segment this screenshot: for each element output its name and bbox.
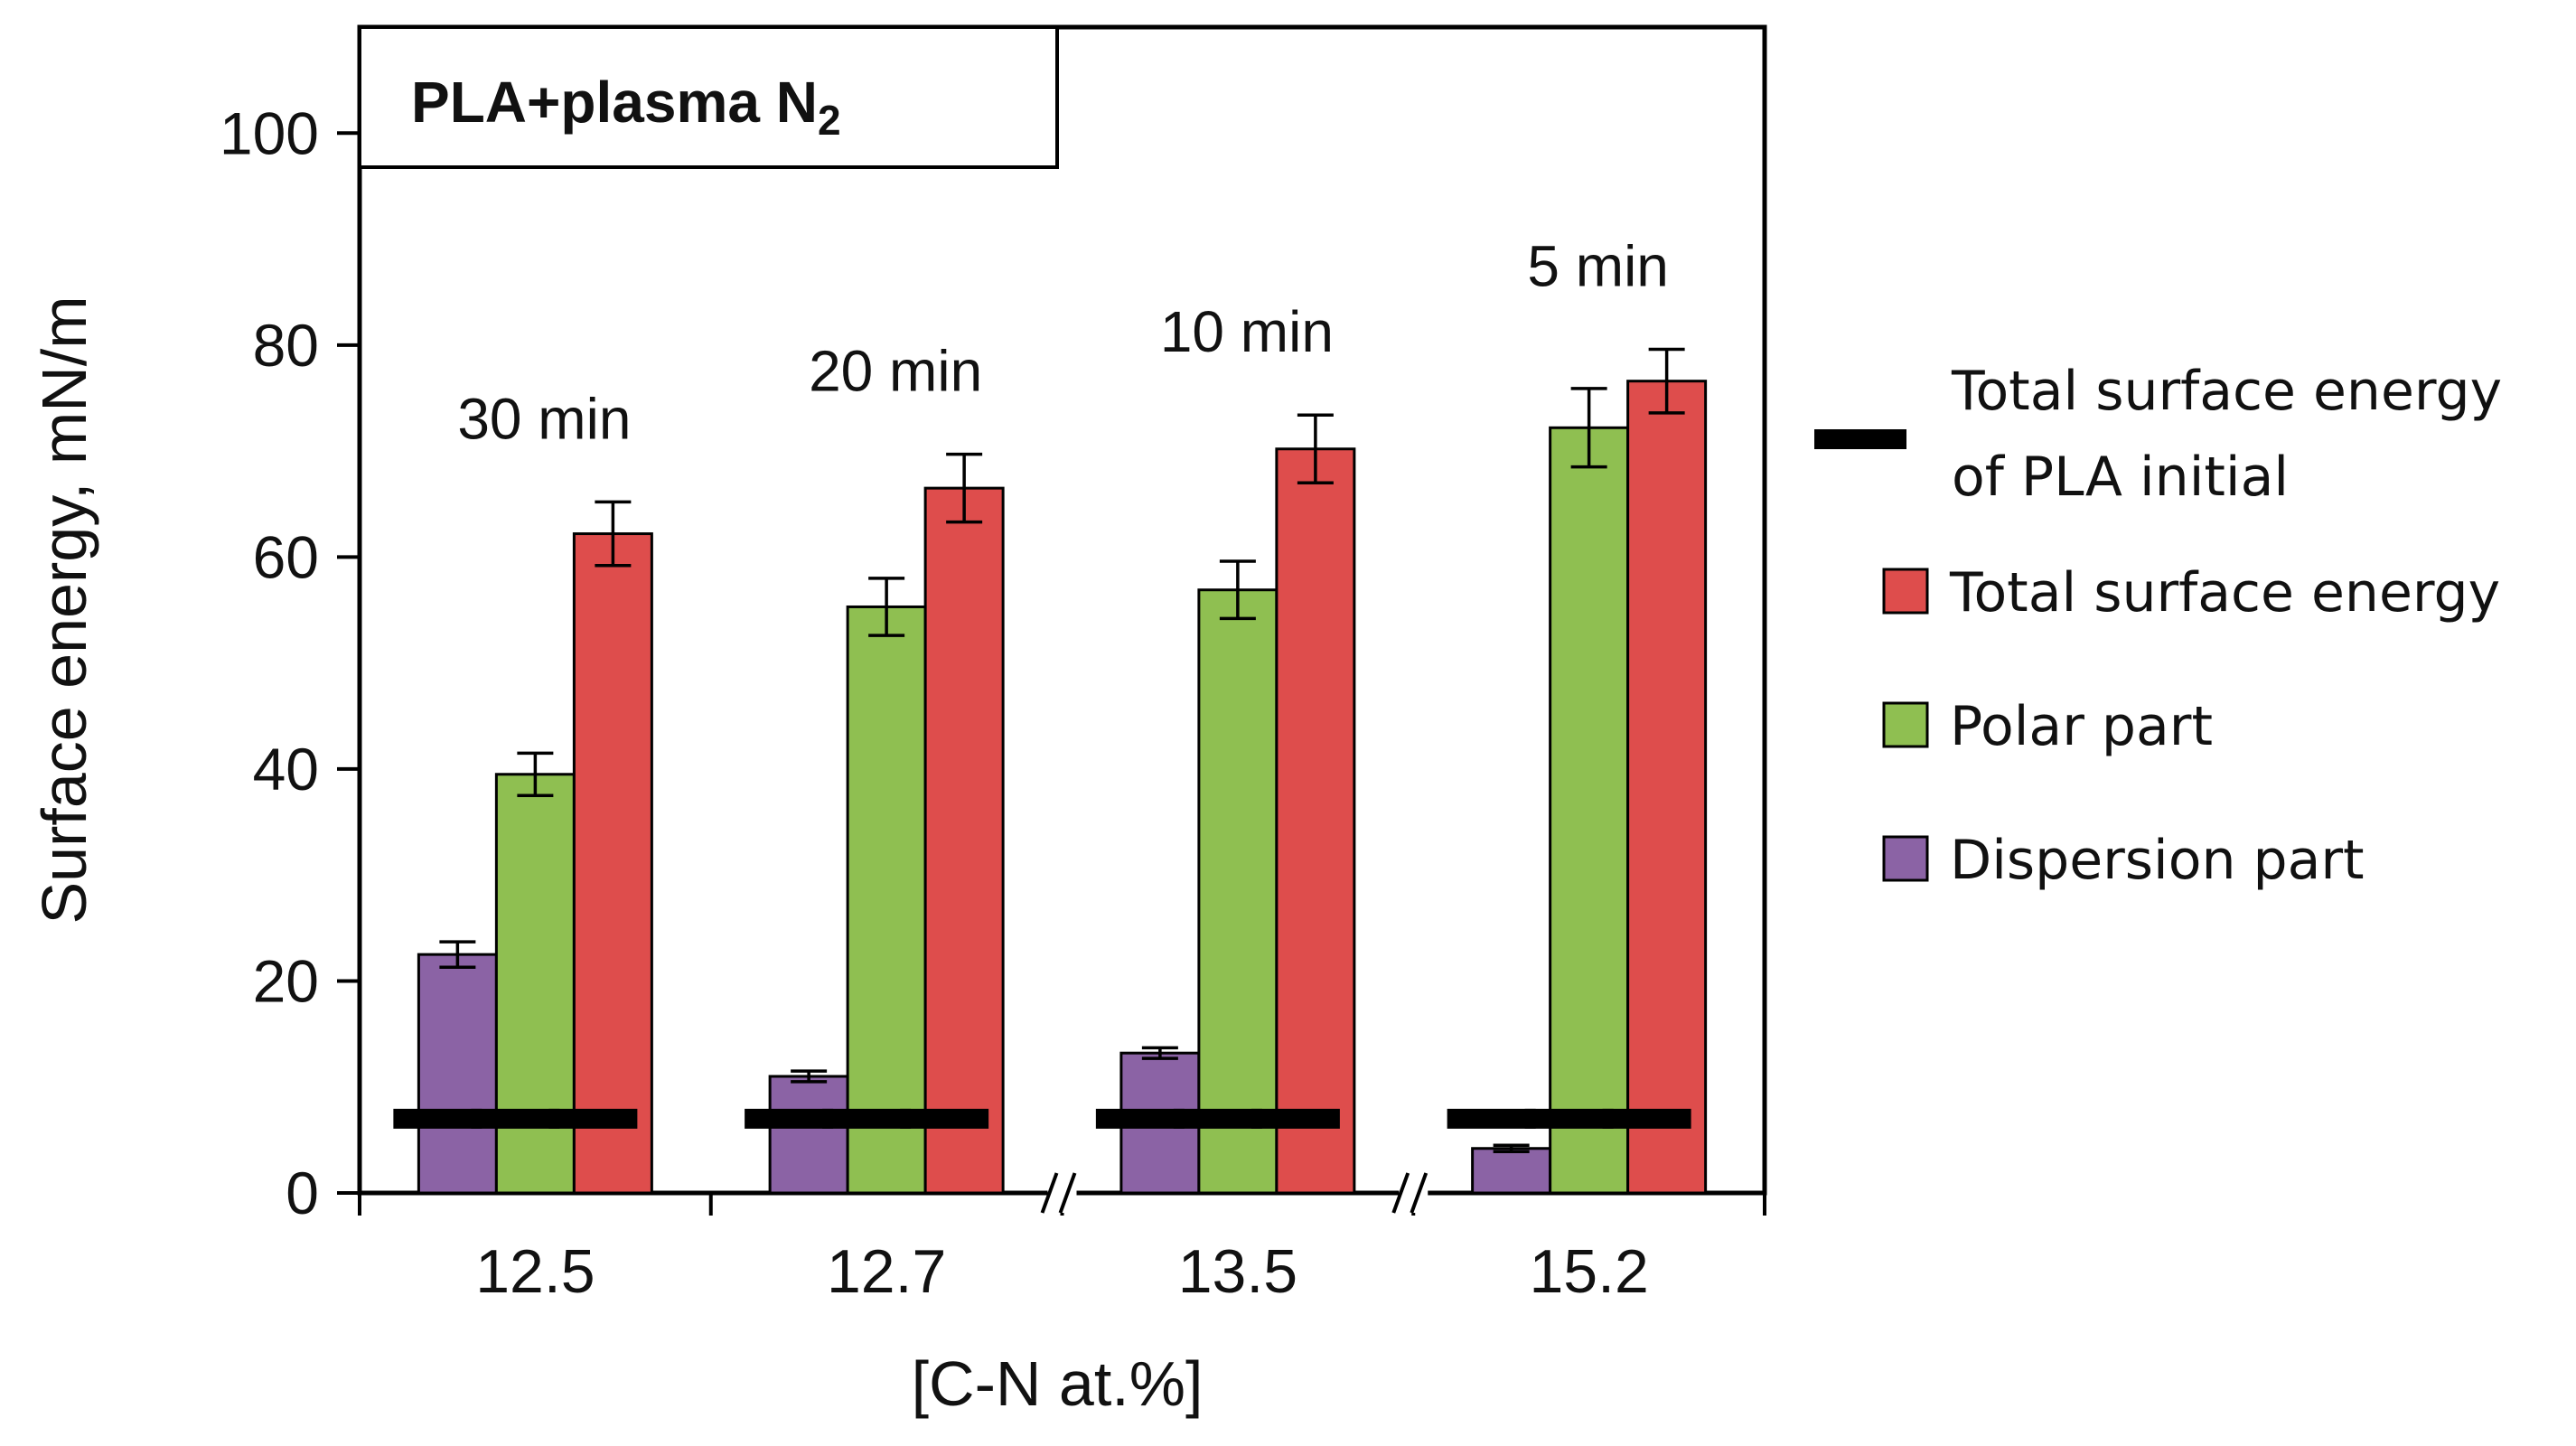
bars-layer	[417, 380, 1708, 1195]
title-box	[358, 25, 1059, 169]
y-tick-label: 20	[253, 947, 319, 1014]
y-tick-label: 80	[253, 312, 319, 379]
y-tick-label: 60	[253, 523, 319, 590]
axis-break-slash	[1040, 1172, 1059, 1214]
time-annotation: 30 min	[457, 386, 631, 451]
bar-dispersion	[417, 953, 498, 1195]
legend-swatch-total	[1882, 568, 1929, 615]
x-tick-label: 15.2	[1529, 1237, 1648, 1306]
legend: Total surface energy of PLA initial Tota…	[1814, 360, 2502, 892]
y-tick-label: 0	[286, 1160, 319, 1226]
legend-label-polar: Polar part	[1950, 695, 2213, 758]
x-axis: 12.5 12.7 13.5 15.2	[358, 1193, 1766, 1306]
time-annotation: 20 min	[809, 339, 982, 404]
axis-breaks	[1040, 1172, 1429, 1214]
bar-dispersion	[1471, 1147, 1552, 1195]
legend-label-dispersion: Dispersion part	[1950, 829, 2365, 892]
bar-total	[923, 486, 1005, 1195]
chart-title-main: PLA+plasma N	[411, 70, 818, 135]
chart-title-subscript: 2	[818, 97, 841, 144]
bar-total	[1626, 380, 1708, 1195]
chart-title: PLA+plasma N2	[411, 70, 841, 144]
legend-label-total: Total surface energy	[1949, 561, 2500, 624]
axis-break-slash	[1410, 1172, 1429, 1214]
y-tick-label: 100	[220, 99, 319, 166]
x-axis-label: [C-N at.%]	[912, 1348, 1204, 1419]
x-tick-label: 12.5	[475, 1237, 595, 1306]
bar-total	[1275, 447, 1356, 1195]
legend-swatch-dispersion	[1882, 835, 1929, 882]
bar-polar	[1549, 426, 1630, 1195]
time-annotations: 30 min 20 min 10 min 5 min	[457, 234, 1669, 452]
legend-reference-label-line1: Total surface energy	[1951, 360, 2502, 423]
time-annotation: 10 min	[1160, 299, 1334, 364]
error-bars	[439, 347, 1685, 1154]
x-tick-label: 13.5	[1178, 1237, 1297, 1306]
axis-break-slash	[1391, 1172, 1410, 1214]
y-axis: 0 20 40 60 80 100	[220, 99, 360, 1226]
legend-reference-label-line2: of PLA initial	[1952, 446, 2289, 509]
bar-polar	[846, 605, 927, 1195]
y-tick-label: 40	[253, 736, 319, 803]
x-tick-label: 12.7	[827, 1237, 946, 1306]
bar-polar	[494, 773, 576, 1195]
bar-dispersion	[768, 1075, 849, 1195]
y-axis-label: Surface energy, mN/m	[29, 296, 99, 924]
legend-swatch-polar	[1882, 701, 1929, 748]
axis-break-slash	[1058, 1172, 1077, 1214]
bar-total	[572, 532, 653, 1195]
time-annotation: 5 min	[1527, 234, 1669, 299]
bar-polar	[1197, 588, 1279, 1195]
